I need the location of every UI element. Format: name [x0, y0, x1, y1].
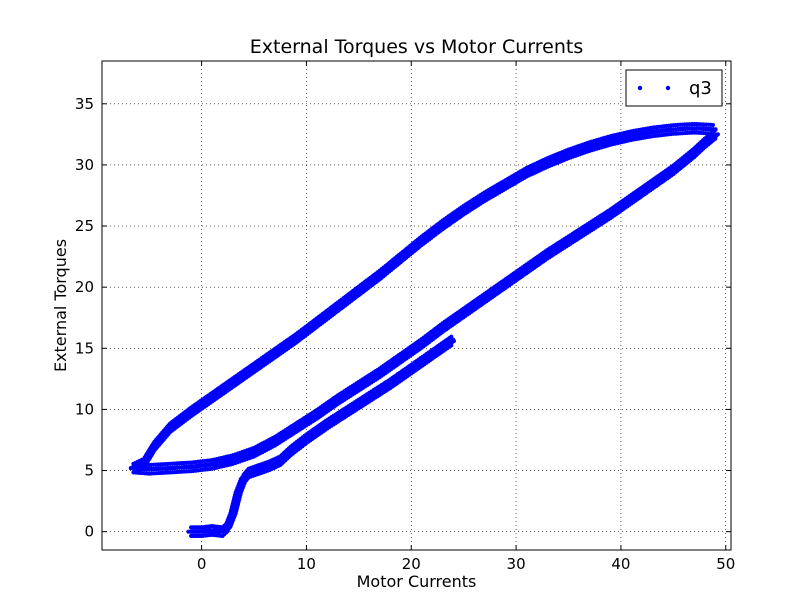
legend-marker — [637, 85, 643, 91]
y-tick-label: 30 — [75, 156, 94, 174]
data-point — [708, 127, 713, 132]
data-series-q3 — [128, 121, 720, 539]
data-point — [133, 461, 138, 467]
y-tick-label: 10 — [75, 400, 94, 418]
x-tick-label: 50 — [716, 555, 735, 573]
y-tick-label: 20 — [75, 278, 94, 296]
chart-title: External Torques vs Motor Currents — [250, 36, 583, 58]
y-tick-label: 15 — [75, 339, 94, 357]
x-axis-label: Motor Currents — [357, 572, 477, 591]
data-point — [449, 343, 454, 348]
x-tick-label: 10 — [297, 555, 316, 573]
data-point — [451, 337, 456, 342]
data-point — [710, 122, 716, 128]
y-axis-label: External Torques — [51, 239, 70, 372]
data-point — [446, 338, 451, 344]
y-tick-label: 35 — [75, 95, 94, 113]
legend-label-q3: q3 — [689, 78, 712, 99]
axes-frame — [101, 60, 732, 551]
x-tick-label: 0 — [197, 555, 207, 573]
data-point — [133, 470, 138, 475]
legend: q3 — [625, 69, 723, 107]
data-point — [136, 466, 141, 471]
y-tick-label: 25 — [75, 217, 94, 235]
x-tick-label: 40 — [611, 555, 630, 573]
axis-ticks: 0 10 20 30 40 50 0 5 10 15 20 25 30 35 — [75, 61, 735, 573]
y-tick-label: 5 — [84, 462, 94, 480]
y-tick-label: 0 — [84, 523, 94, 541]
x-tick-label: 30 — [507, 555, 526, 573]
data-point — [131, 465, 136, 471]
x-tick-label: 20 — [402, 555, 421, 573]
legend-marker — [665, 85, 671, 91]
